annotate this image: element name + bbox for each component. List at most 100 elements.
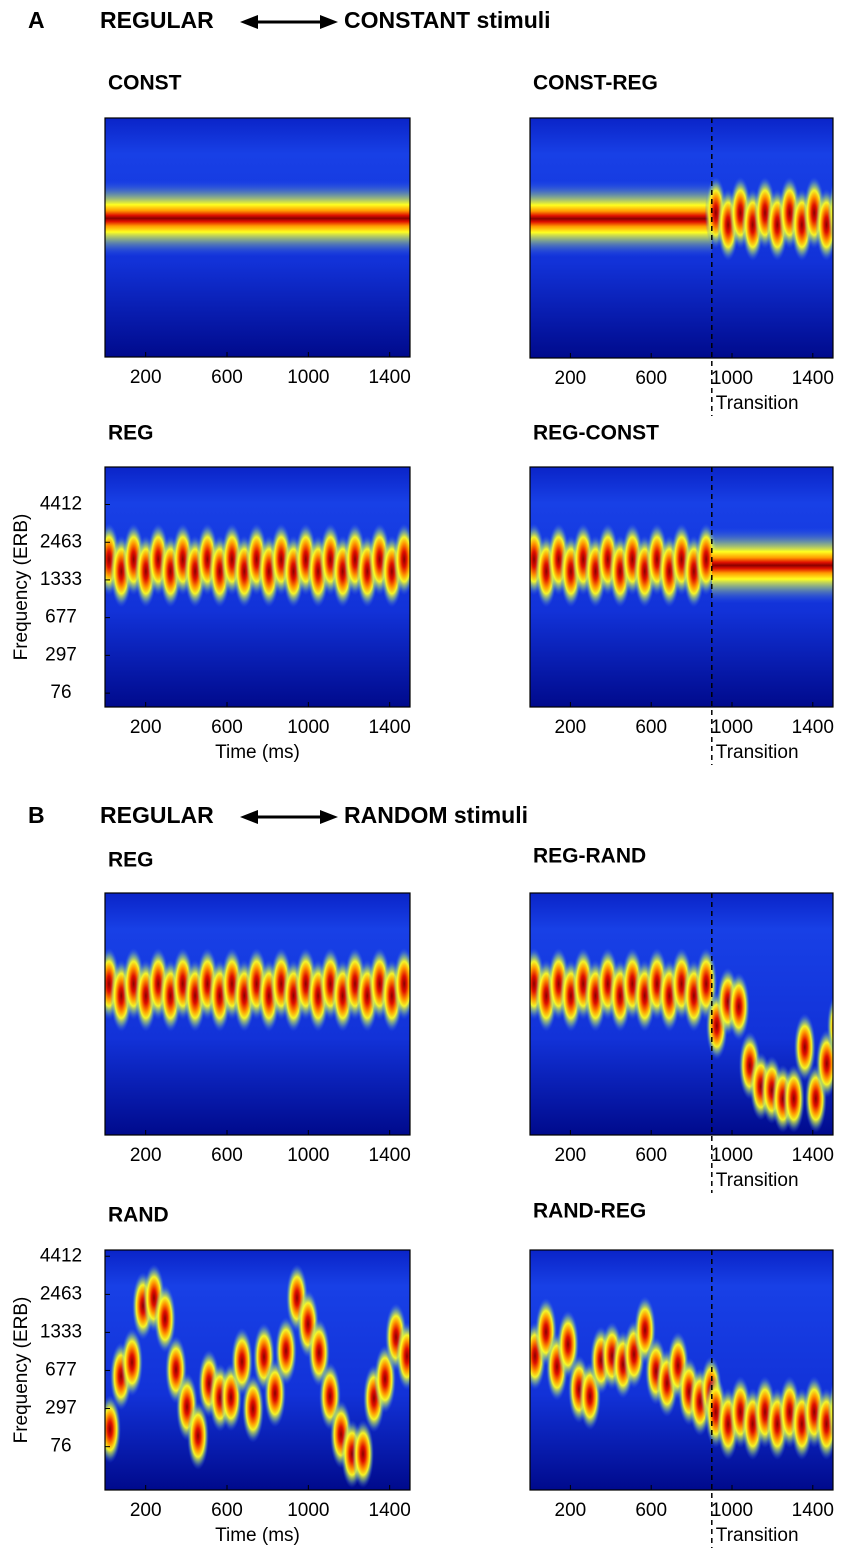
x-tick-label: 200 xyxy=(555,717,587,738)
panel: REG-CONST 200 600 1000 1400 Transition xyxy=(529,422,834,765)
plot-frame xyxy=(529,892,834,1136)
y-tick-label: 297 xyxy=(45,644,77,665)
panel-title: REG-CONST xyxy=(533,422,659,445)
section-letter: B xyxy=(28,802,45,828)
panel: CONST-REG 200 600 1000 1400 Transition xyxy=(529,72,834,416)
x-tick-label: 1000 xyxy=(711,368,753,389)
spectral-blob xyxy=(782,1064,805,1133)
spectral-blob xyxy=(352,1420,374,1488)
y-tick-label: 1333 xyxy=(40,569,82,590)
spectral-blob xyxy=(393,947,410,1020)
arrow-head xyxy=(240,810,258,824)
panel-title: REG xyxy=(108,422,154,445)
x-tick-label: 600 xyxy=(211,367,243,388)
transition-label: Transition xyxy=(716,1525,799,1546)
x-tick-label: 1000 xyxy=(287,1145,329,1166)
spectrogram xyxy=(530,893,833,1135)
panel-title: REG xyxy=(108,849,154,872)
spectral-band xyxy=(530,180,712,257)
spectral-blob xyxy=(793,1013,816,1082)
panel: REG 200 600 1000 1400 4412 2463 1333 677 297 76 Tim… xyxy=(11,422,411,763)
x-tick-label: 600 xyxy=(211,717,243,738)
panel: REG 200 600 1000 1400 xyxy=(104,849,411,1166)
spectral-blob xyxy=(827,182,833,244)
x-tick-label: 200 xyxy=(555,1145,587,1166)
x-tick-label: 200 xyxy=(130,1500,162,1521)
spectral-band xyxy=(711,527,833,604)
spectral-blob xyxy=(275,1316,297,1385)
x-tick-label: 1400 xyxy=(792,368,834,389)
spectrogram xyxy=(530,118,833,358)
spectral-blob xyxy=(105,1395,121,1464)
spectral-blob xyxy=(121,1328,143,1397)
arrow-head xyxy=(320,810,338,824)
arrow-head xyxy=(240,15,258,29)
x-tick-label: 200 xyxy=(555,368,587,389)
transition-label: Transition xyxy=(716,1170,799,1191)
x-tick-label: 200 xyxy=(555,1500,587,1521)
y-tick-label: 4412 xyxy=(40,494,82,515)
plot-frame xyxy=(104,466,411,708)
x-tick-label: 1000 xyxy=(711,1500,753,1521)
y-tick-label: 677 xyxy=(45,607,77,628)
plot-frame xyxy=(529,466,834,708)
x-tick-label: 1000 xyxy=(287,367,329,388)
x-tick-label: 1400 xyxy=(369,1145,411,1166)
y-tick-label: 677 xyxy=(45,1359,77,1380)
x-tick-label: 1400 xyxy=(792,1500,834,1521)
x-tick-label: 200 xyxy=(130,717,162,738)
panel: REG-RAND 200 600 1000 1400 Transition xyxy=(529,845,834,1193)
x-tick-label: 600 xyxy=(635,368,667,389)
spectral-blob xyxy=(231,1327,253,1396)
spectral-blob xyxy=(242,1374,264,1443)
spectral-blob xyxy=(393,523,410,596)
spectral-blob xyxy=(815,1388,833,1460)
x-tick-label: 1400 xyxy=(792,1145,834,1166)
panel: RAND-REG 200 600 1000 1400 Transition xyxy=(529,1200,834,1548)
x-tick-label: 200 xyxy=(130,1145,162,1166)
plot-frame xyxy=(104,892,411,1136)
x-tick-label: 1000 xyxy=(287,1500,329,1521)
x-tick-label: 600 xyxy=(635,1145,667,1166)
spectral-blob xyxy=(826,995,833,1058)
x-tick-label: 200 xyxy=(130,367,162,388)
x-tick-label: 600 xyxy=(635,1500,667,1521)
x-tick-label: 1400 xyxy=(369,1500,411,1521)
y-axis-label: Frequency (ERB) xyxy=(11,514,32,661)
section-letter: A xyxy=(28,7,45,33)
x-tick-label: 1400 xyxy=(792,717,834,738)
x-tick-label: 1000 xyxy=(711,717,753,738)
spectral-blob xyxy=(154,1284,176,1353)
y-tick-label: 2463 xyxy=(40,1283,82,1304)
plot-frame xyxy=(104,117,411,358)
x-tick-label: 1400 xyxy=(369,717,411,738)
spectral-blob xyxy=(187,1401,209,1470)
x-axis-label: Time (ms) xyxy=(215,1525,300,1546)
x-tick-label: 1400 xyxy=(369,367,411,388)
transition-label: Transition xyxy=(716,393,799,414)
y-tick-label: 4412 xyxy=(40,1245,82,1266)
y-tick-label: 297 xyxy=(45,1398,77,1419)
spectral-blob xyxy=(815,188,833,261)
spectral-blob xyxy=(815,1029,833,1098)
panel-title: REG-RAND xyxy=(533,845,646,868)
panel: RAND 200 600 1000 1400 4412 2463 1333 677 297 76 Ti… xyxy=(11,1204,411,1546)
section-right: CONSTANT stimuli xyxy=(344,7,551,33)
y-tick-label: 1333 xyxy=(40,1321,82,1342)
plot-frame xyxy=(529,117,834,359)
panel: CONST 200 600 1000 1400 xyxy=(104,72,411,388)
spectrogram xyxy=(105,893,410,1135)
y-axis-label: Frequency (ERB) xyxy=(11,1297,32,1444)
spectral-blob xyxy=(727,972,750,1041)
spectrogram xyxy=(105,1250,410,1490)
x-tick-label: 600 xyxy=(211,1500,243,1521)
x-tick-label: 600 xyxy=(211,1145,243,1166)
spectrogram xyxy=(530,1250,833,1490)
spectrogram xyxy=(105,467,410,707)
section-left: REGULAR xyxy=(100,802,214,828)
panel-title: CONST-REG xyxy=(533,72,658,95)
section-right: RANDOM stimuli xyxy=(344,802,528,828)
x-tick-label: 1000 xyxy=(287,717,329,738)
panel-title: RAND-REG xyxy=(533,1200,646,1223)
